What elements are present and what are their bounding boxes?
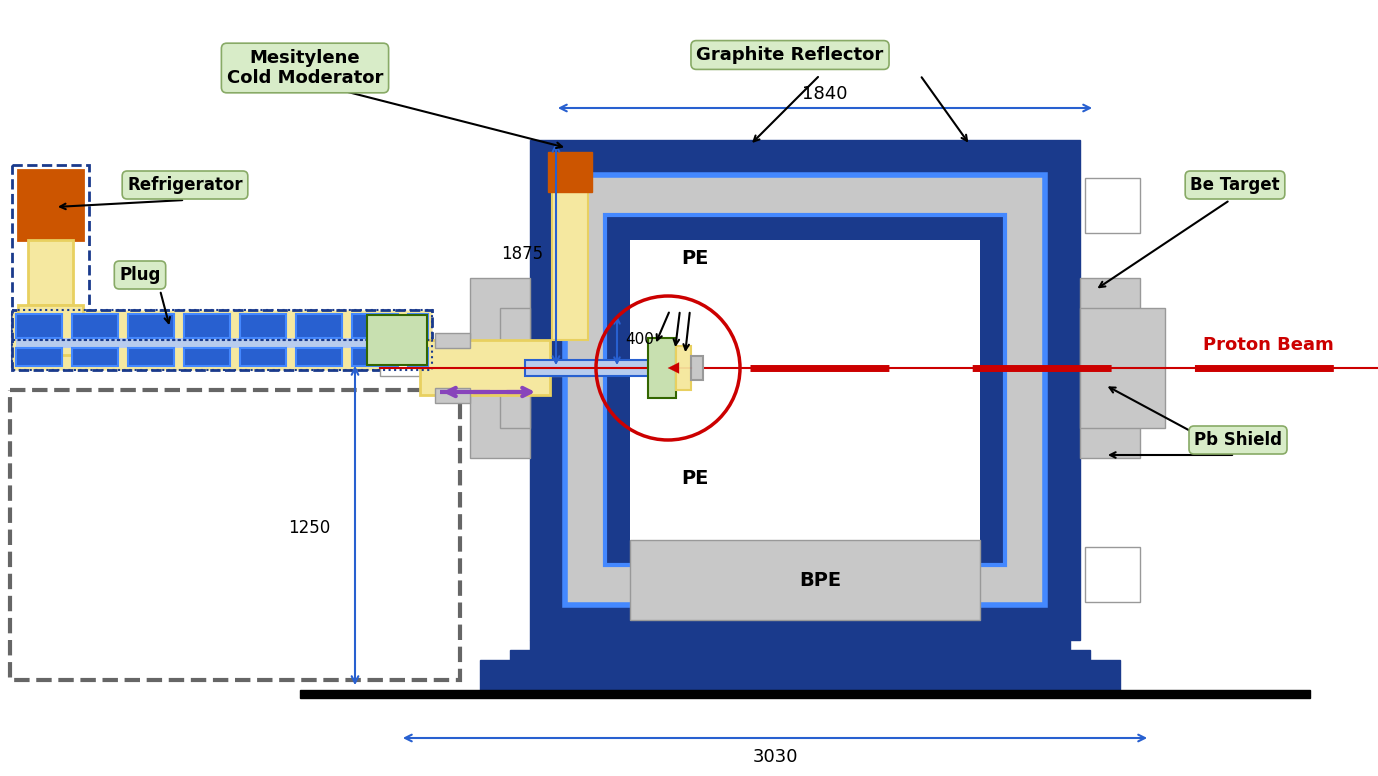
Bar xyxy=(17,338,429,348)
Text: Proton Beam: Proton Beam xyxy=(1203,336,1334,354)
Bar xyxy=(565,175,1045,605)
Bar xyxy=(300,690,1310,698)
Bar xyxy=(72,348,119,366)
Bar xyxy=(1084,547,1140,602)
Text: Mesitylene
Cold Moderator: Mesitylene Cold Moderator xyxy=(227,49,383,88)
Text: BPE: BPE xyxy=(799,570,841,590)
Bar xyxy=(128,348,174,366)
Text: Refrigerator: Refrigerator xyxy=(127,176,243,194)
Text: 3030: 3030 xyxy=(752,748,798,766)
Text: Plug: Plug xyxy=(120,266,161,284)
Bar xyxy=(435,333,470,348)
Bar xyxy=(12,310,431,340)
Bar xyxy=(12,165,90,365)
Text: Pb Shield: Pb Shield xyxy=(1193,431,1282,449)
Bar xyxy=(510,650,1090,660)
Bar xyxy=(565,175,1045,605)
Bar xyxy=(605,215,1005,565)
Bar xyxy=(568,178,1042,215)
Bar xyxy=(18,305,83,355)
Bar xyxy=(17,348,62,366)
Bar xyxy=(1005,178,1042,602)
Bar xyxy=(12,310,431,370)
Bar xyxy=(630,240,980,540)
Bar xyxy=(435,388,470,403)
Bar xyxy=(10,390,460,680)
Bar xyxy=(380,360,590,376)
Text: 1875: 1875 xyxy=(500,245,543,263)
Bar xyxy=(18,170,83,240)
Bar xyxy=(553,175,588,340)
Bar xyxy=(648,338,677,398)
Bar xyxy=(525,360,700,376)
Bar xyxy=(1084,178,1140,233)
Text: Graphite Reflector: Graphite Reflector xyxy=(696,46,883,64)
Bar xyxy=(690,356,703,380)
Bar xyxy=(630,240,980,360)
Text: Be Target: Be Target xyxy=(1191,176,1280,194)
Bar xyxy=(128,314,174,338)
Bar xyxy=(470,278,531,458)
Bar xyxy=(296,314,342,338)
Bar xyxy=(630,540,980,620)
Bar xyxy=(185,314,230,338)
Bar xyxy=(28,240,73,305)
Bar xyxy=(480,660,1120,690)
Bar xyxy=(296,348,342,366)
Bar xyxy=(1080,308,1164,428)
Text: PE: PE xyxy=(681,469,708,487)
Bar xyxy=(351,314,398,338)
Bar xyxy=(500,308,531,428)
Bar xyxy=(420,340,550,395)
Bar xyxy=(548,152,593,192)
Bar xyxy=(240,348,287,366)
Bar xyxy=(531,640,1069,652)
Text: 1840: 1840 xyxy=(802,85,847,103)
Bar xyxy=(12,340,431,370)
Bar xyxy=(568,565,1042,602)
Bar xyxy=(1080,278,1140,458)
Bar xyxy=(408,348,429,366)
Bar xyxy=(408,314,429,338)
Bar xyxy=(605,215,1005,565)
Text: 1250: 1250 xyxy=(288,519,329,537)
Bar xyxy=(630,420,980,540)
Bar xyxy=(72,314,119,338)
Bar xyxy=(185,348,230,366)
Bar xyxy=(17,314,62,338)
Text: PE: PE xyxy=(681,248,708,268)
Bar xyxy=(367,315,427,365)
Bar xyxy=(240,314,287,338)
Bar xyxy=(677,346,690,390)
Text: 400: 400 xyxy=(626,332,655,348)
Bar xyxy=(351,348,398,366)
Bar xyxy=(568,178,605,602)
Bar xyxy=(531,140,1080,640)
